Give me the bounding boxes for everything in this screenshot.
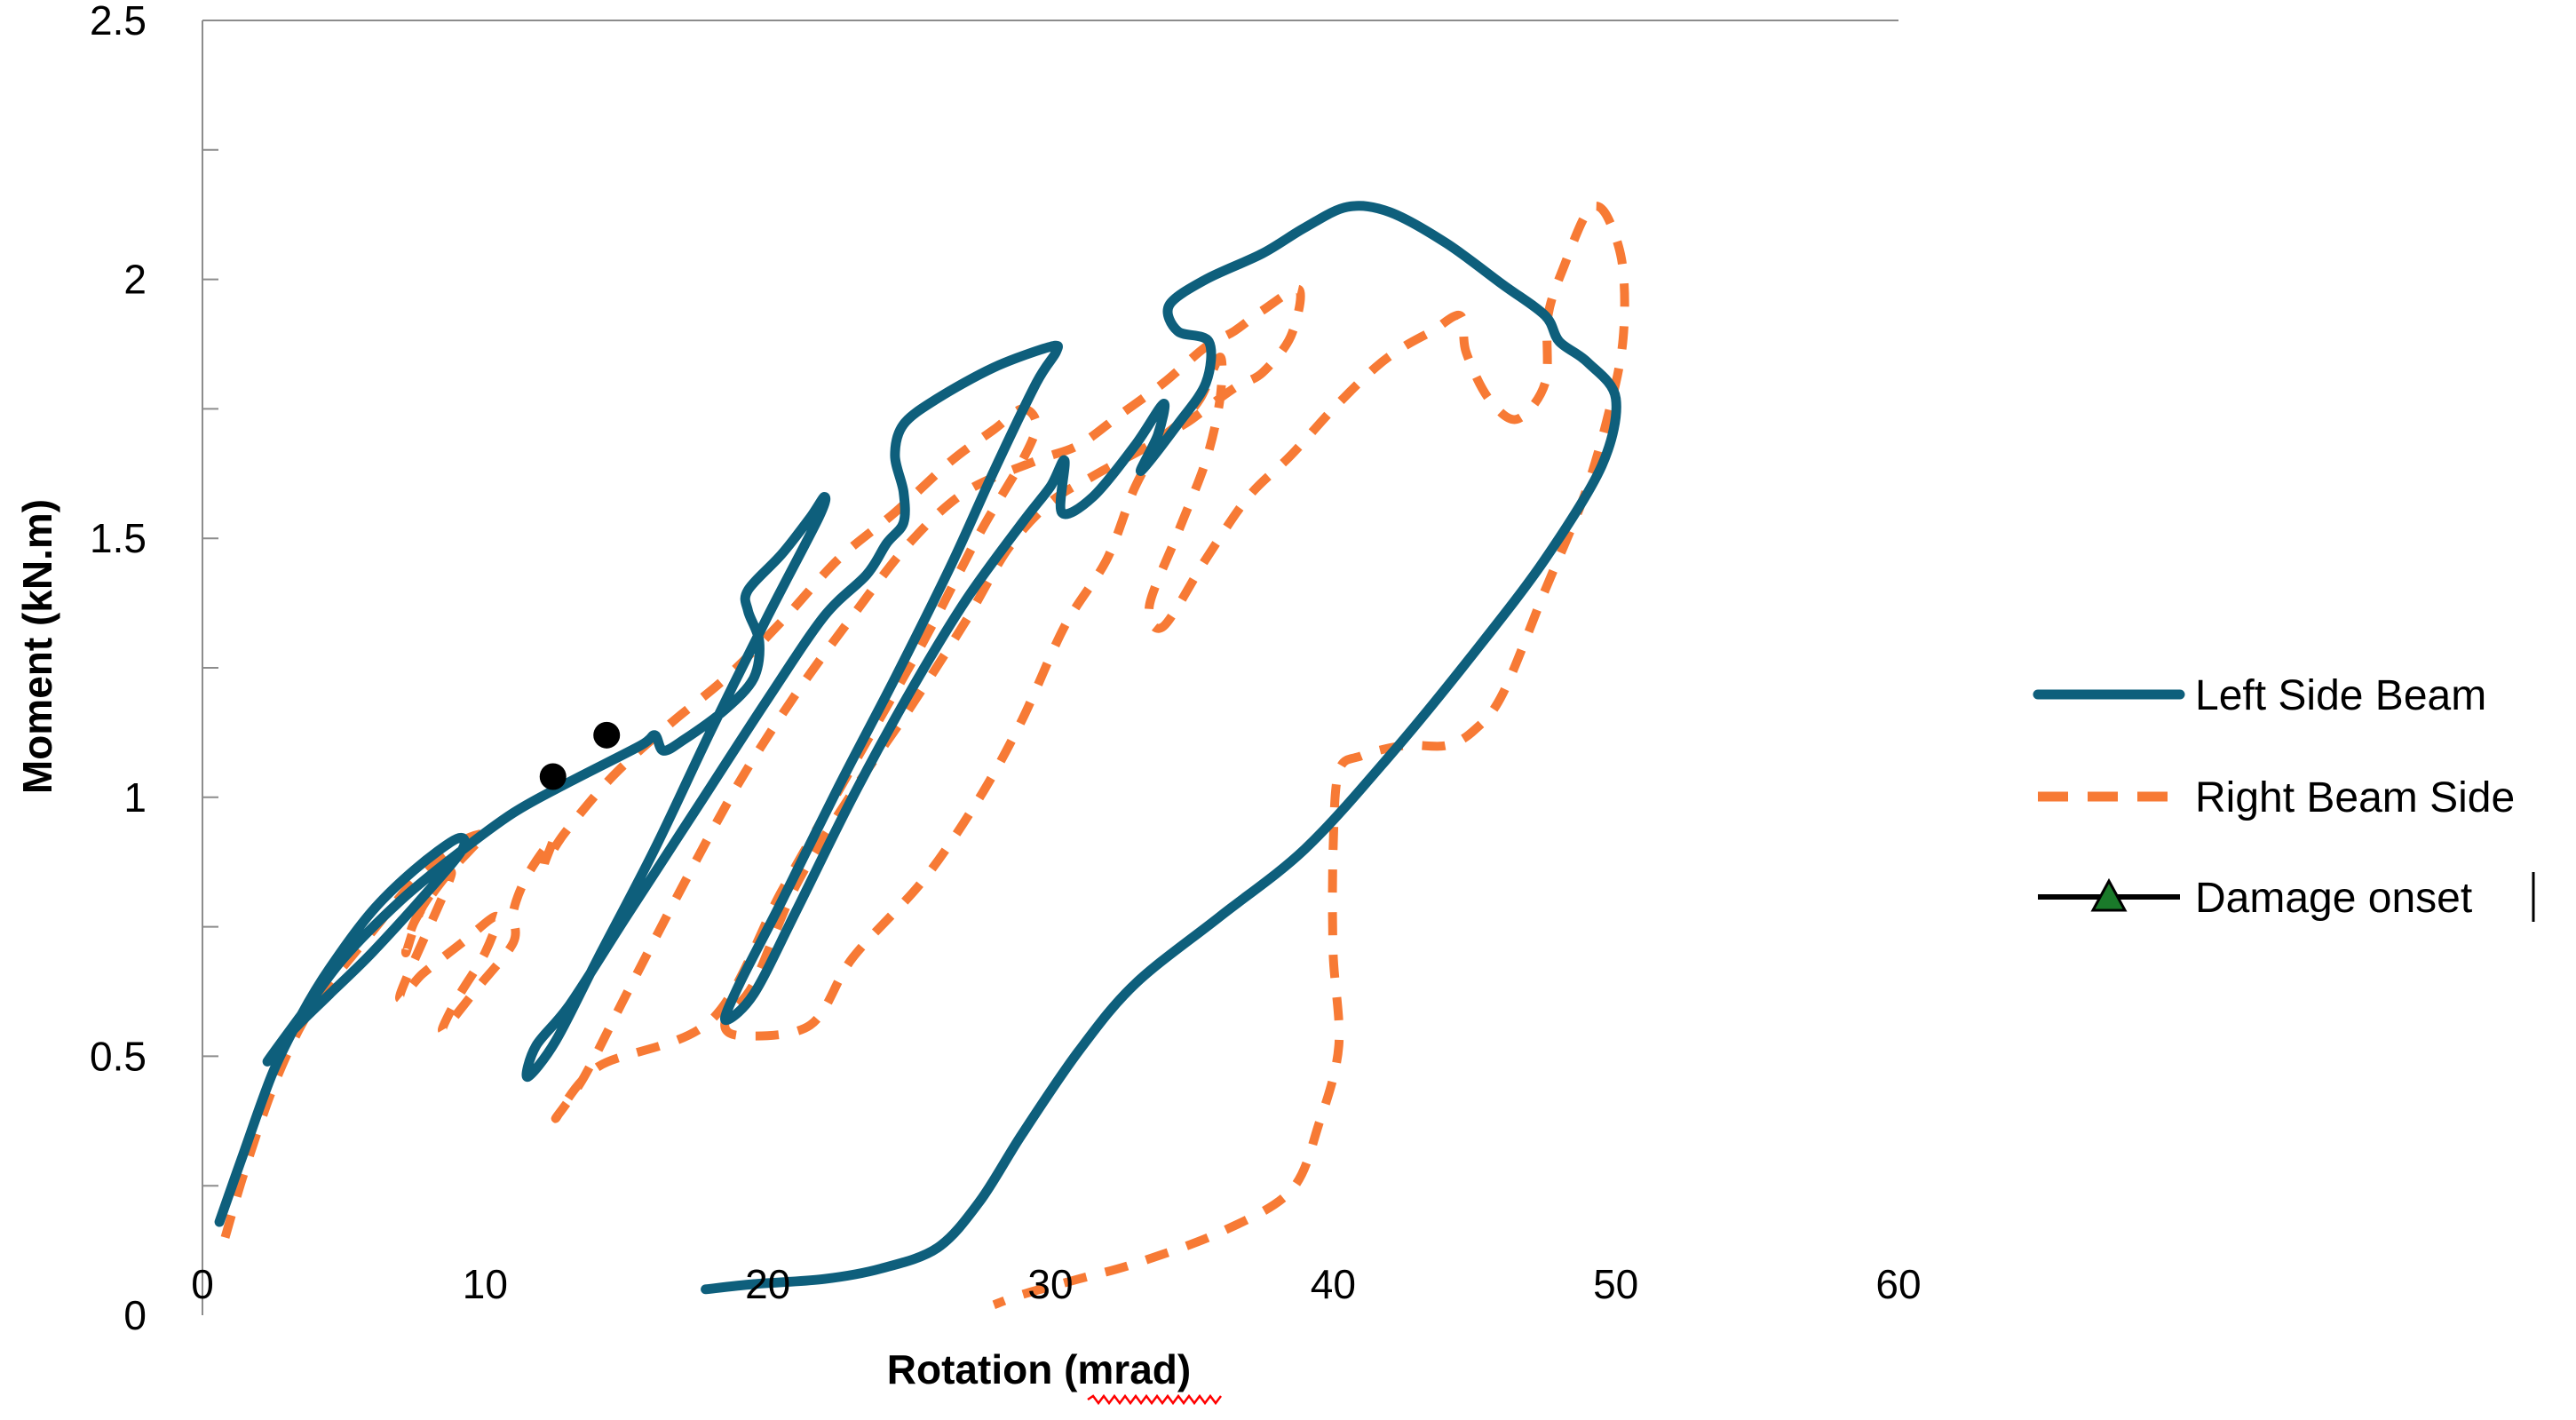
x-tick-label: 40 [1311,1261,1356,1307]
y-tick-label: 0 [123,1292,147,1338]
damage-onset-marker [539,763,567,790]
legend-label: Left Side Beam [2195,672,2486,719]
y-tick-label: 2 [123,257,147,303]
x-tick-label: 60 [1875,1261,1921,1307]
series-left-side-beam [214,201,1621,1295]
y-axis-title: Moment (kN.m) [14,499,60,794]
legend-triangle-marker [2090,877,2128,912]
legend-label: Damage onset [2195,875,2472,922]
x-tick-label: 20 [745,1261,790,1307]
y-tick-label: 0.5 [90,1033,147,1079]
x-axis-title: Rotation (mrad) [887,1346,1191,1392]
y-tick-label: 1.5 [90,515,147,561]
plot-area [214,201,1629,1310]
y-tick-label: 2.5 [90,0,147,44]
legend-label: Right Beam Side [2195,774,2515,821]
x-tick-label: 0 [191,1261,214,1307]
legend: Left Side Beam Right Beam Side Damage onse… [2033,672,2535,922]
legend-item: Left Side Beam [2033,672,2486,719]
spellcheck-underline [1087,1393,1222,1406]
y-tick-label: 1 [123,774,147,821]
legend-item: Right Beam Side [2038,774,2515,821]
axes: 0 0.5 1 1.5 2 2.5 0 10 20 30 40 50 60 Rotation (mrad)… [14,0,1922,1406]
x-tick-label: 50 [1593,1261,1638,1307]
series-right-beam-side [220,202,1629,1310]
x-tick-label: 30 [1027,1261,1073,1307]
damage-onset-marker [593,721,621,749]
legend-item: Damage onset [2038,872,2535,922]
x-tick-label: 10 [463,1261,508,1307]
